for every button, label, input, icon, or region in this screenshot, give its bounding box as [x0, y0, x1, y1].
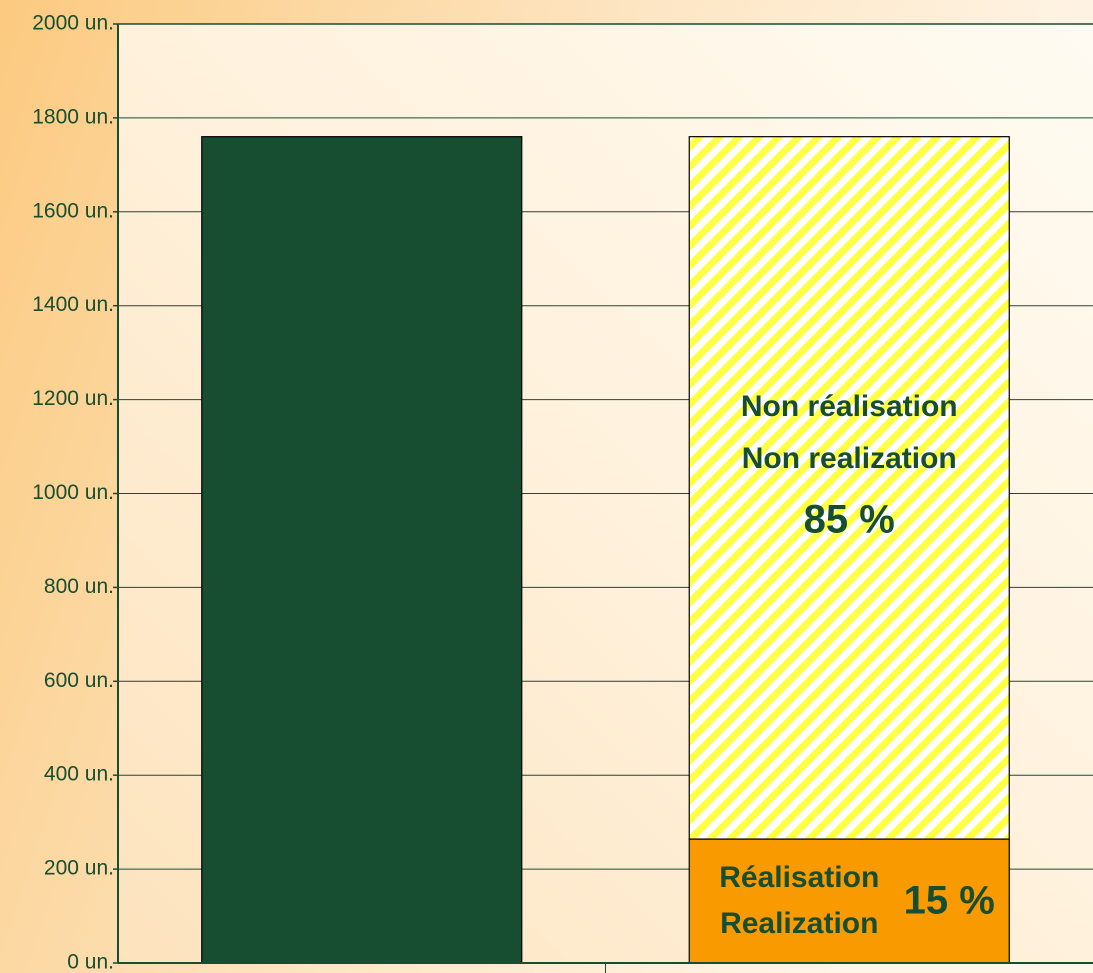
share-label: 15 % — [904, 879, 995, 923]
bar-segment — [688, 838, 1010, 964]
segment-label: Non réalisation — [741, 390, 958, 423]
y-tick-label: 1200 un. — [32, 387, 114, 410]
y-tick-label: 1400 un. — [32, 293, 114, 316]
bar-label: Need — [323, 515, 401, 551]
segment-label: Realization — [720, 907, 878, 940]
segment-label: Réalisation — [719, 861, 879, 894]
y-tick-label: 400 un. — [44, 763, 114, 786]
y-tick-label: 800 un. — [44, 575, 114, 598]
y-tick-label: 200 un. — [44, 857, 114, 880]
y-tick-label: 1600 un. — [32, 199, 114, 222]
y-tick-label: 1000 un. — [32, 481, 114, 504]
y-tick-label: 0 un. — [67, 951, 114, 973]
bar-segment — [688, 136, 1010, 840]
bar-label: Besoin — [308, 467, 415, 503]
share-label: 85 % — [804, 497, 895, 541]
y-tick-label: 600 un. — [44, 669, 114, 692]
y-tick-label: 2000 un. — [32, 12, 114, 35]
y-tick-label: 1800 un. — [32, 105, 114, 128]
bar-segment — [201, 136, 523, 964]
segment-label: Non realization — [742, 442, 957, 475]
